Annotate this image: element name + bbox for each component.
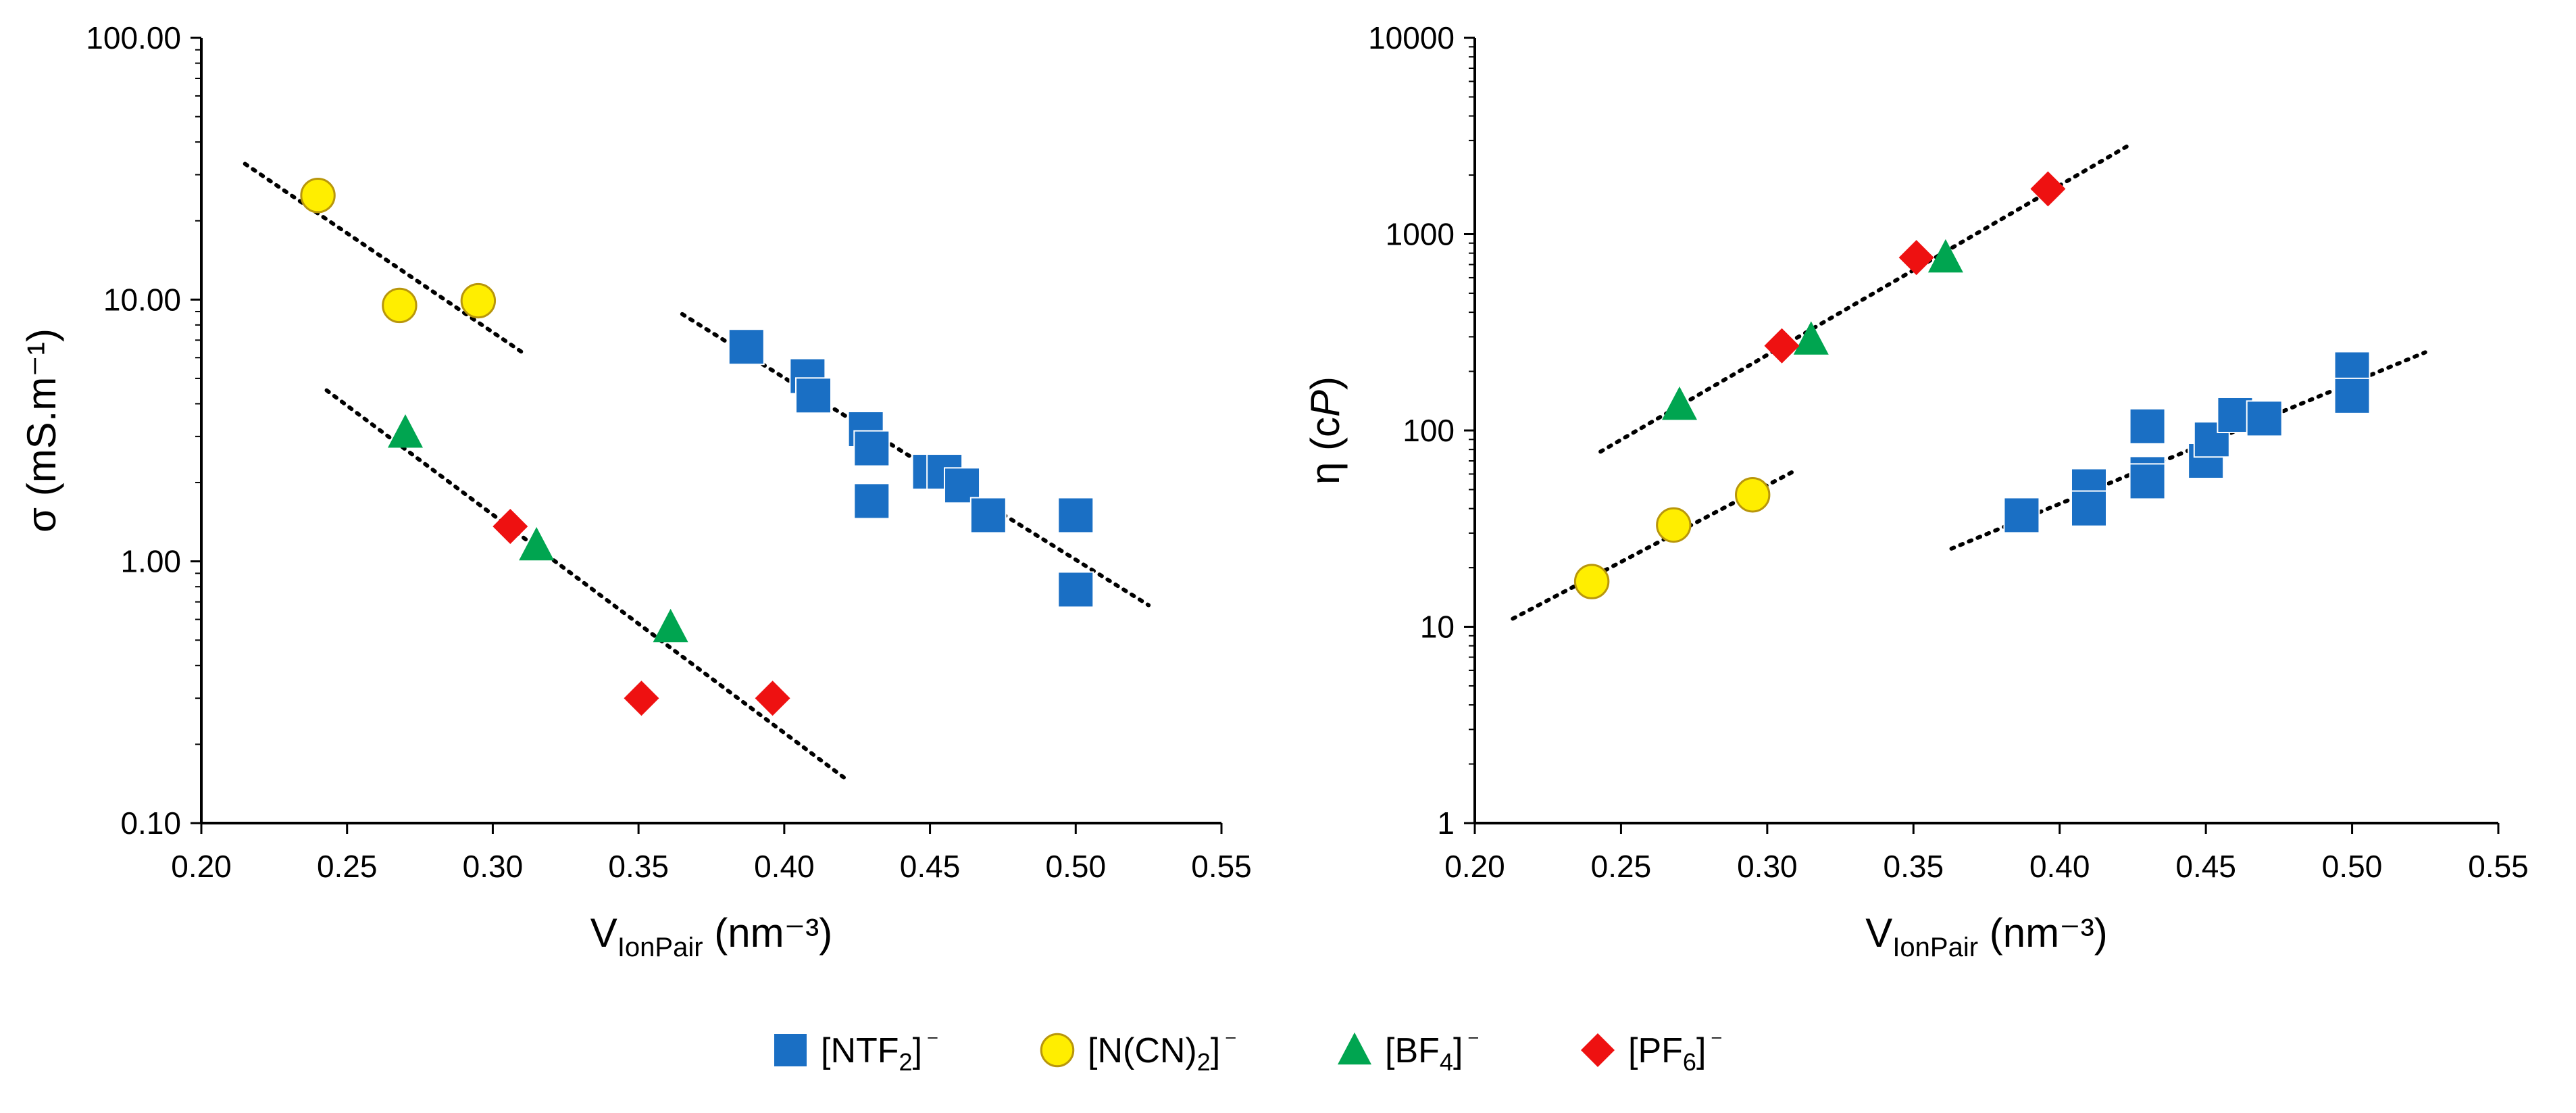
point-pf6 — [2030, 171, 2066, 207]
point-bf4 — [1793, 321, 1829, 355]
point-n-cn-2 — [1573, 564, 1610, 599]
y-tick-label: 0.10 — [120, 806, 181, 841]
x-tick-label: 0.30 — [1737, 849, 1798, 884]
x-tick-label: 0.20 — [171, 849, 232, 884]
trendline-bf4-pf6 — [324, 388, 851, 783]
trendline-n-cn-2 — [243, 162, 524, 355]
legend-item-bf4: [BF4] ⁻ — [1338, 1028, 1480, 1076]
x-tick-label: 0.35 — [608, 849, 669, 884]
legend-label: [BF4] ⁻ — [1385, 1028, 1480, 1076]
point-bf4 — [519, 526, 555, 561]
x-tick-label: 0.50 — [1046, 849, 1107, 884]
y-axis-title: σ (mS.m⁻¹) — [19, 328, 64, 533]
y-tick-label: 1000 — [1386, 217, 1455, 252]
legend-item-pf6: [PF6] ⁻ — [1581, 1028, 1723, 1076]
point-ntf2 — [795, 377, 832, 414]
point-n-cn-2 — [382, 287, 418, 324]
point-ntf2 — [2003, 497, 2040, 534]
x-tick-label: 0.55 — [2468, 849, 2529, 884]
x-tick-label: 0.35 — [1884, 849, 1944, 884]
point-pf6 — [624, 681, 659, 716]
point-n-cn-2 — [460, 282, 497, 319]
y-axis-title: η (cP) — [1303, 376, 1348, 485]
point-bf4 — [1927, 239, 1963, 273]
legend-marker-diamond — [1581, 1033, 1615, 1067]
y-tick-label: 100.00 — [86, 20, 181, 55]
x-axis-title: VIonPair (nm⁻³) — [590, 910, 832, 962]
point-pf6 — [1898, 240, 1934, 276]
point-ntf2 — [1057, 571, 1094, 608]
y-tick-label: 10.00 — [103, 282, 181, 317]
x-tick-label: 0.55 — [1191, 849, 1252, 884]
x-tick-label: 0.40 — [754, 849, 815, 884]
y-tick-label: 10000 — [1368, 20, 1455, 55]
x-tick-label: 0.30 — [463, 849, 524, 884]
trendline-bf4-pf6 — [1598, 144, 2129, 454]
point-ntf2 — [1057, 497, 1094, 534]
legend-label: [NTF2] ⁻ — [821, 1028, 939, 1076]
x-tick-label: 0.20 — [1444, 849, 1505, 884]
legend-marker-triangle — [1338, 1032, 1371, 1065]
point-ntf2 — [728, 328, 765, 366]
point-bf4 — [1662, 386, 1697, 420]
y-tick-label: 10 — [1420, 610, 1455, 645]
point-pf6 — [755, 681, 790, 716]
point-bf4 — [388, 414, 423, 448]
legend-marker-square — [773, 1033, 808, 1068]
point-bf4 — [653, 608, 688, 643]
legend-marker-circle — [1040, 1033, 1075, 1068]
x-tick-label: 0.45 — [2175, 849, 2236, 884]
legend-label: [N(CN)2] ⁻ — [1088, 1028, 1237, 1076]
point-n-cn-2 — [1656, 507, 1692, 543]
point-pf6 — [493, 508, 528, 544]
conductivity-chart: 0.20 0.25 0.30 0.35 0.40 0.45 0.50 0.55 0.10 1.00… — [19, 20, 1252, 962]
point-pf6 — [1764, 328, 1800, 364]
x-tick-label: 0.40 — [2029, 849, 2090, 884]
y-tick-label: 100 — [1403, 413, 1455, 448]
x-axis-title: VIonPair (nm⁻³) — [1865, 910, 2107, 962]
point-ntf2 — [2129, 407, 2166, 445]
point-ntf2 — [853, 430, 890, 467]
legend-label: [PF6] ⁻ — [1628, 1028, 1723, 1076]
x-tick-label: 0.45 — [900, 849, 961, 884]
x-tick-label: 0.50 — [2322, 849, 2383, 884]
point-ntf2 — [853, 483, 890, 520]
y-tick-label: 1.00 — [120, 544, 181, 579]
point-n-cn-2 — [300, 177, 336, 214]
x-tick-label: 0.25 — [317, 849, 378, 884]
y-tick-label: 1 — [1437, 806, 1455, 841]
point-ntf2 — [2071, 490, 2107, 527]
legend-item-ntf2: [NTF2] ⁻ — [773, 1028, 939, 1076]
viscosity-chart: 0.20 0.25 0.30 0.35 0.40 0.45 0.50 0.55 1 10 100 10… — [1303, 20, 2529, 962]
x-tick-label: 0.25 — [1591, 849, 1652, 884]
legend-item-n-cn-2: [N(CN)2] ⁻ — [1040, 1028, 1237, 1076]
legend: [NTF2] ⁻ [N(CN)2] ⁻ [BF4] ⁻ [PF6] ⁻ — [773, 1028, 1723, 1076]
point-ntf2 — [2246, 400, 2283, 437]
point-n-cn-2 — [1735, 477, 1771, 513]
point-ntf2 — [2129, 463, 2166, 500]
point-ntf2 — [2333, 377, 2371, 414]
point-ntf2 — [969, 497, 1007, 534]
